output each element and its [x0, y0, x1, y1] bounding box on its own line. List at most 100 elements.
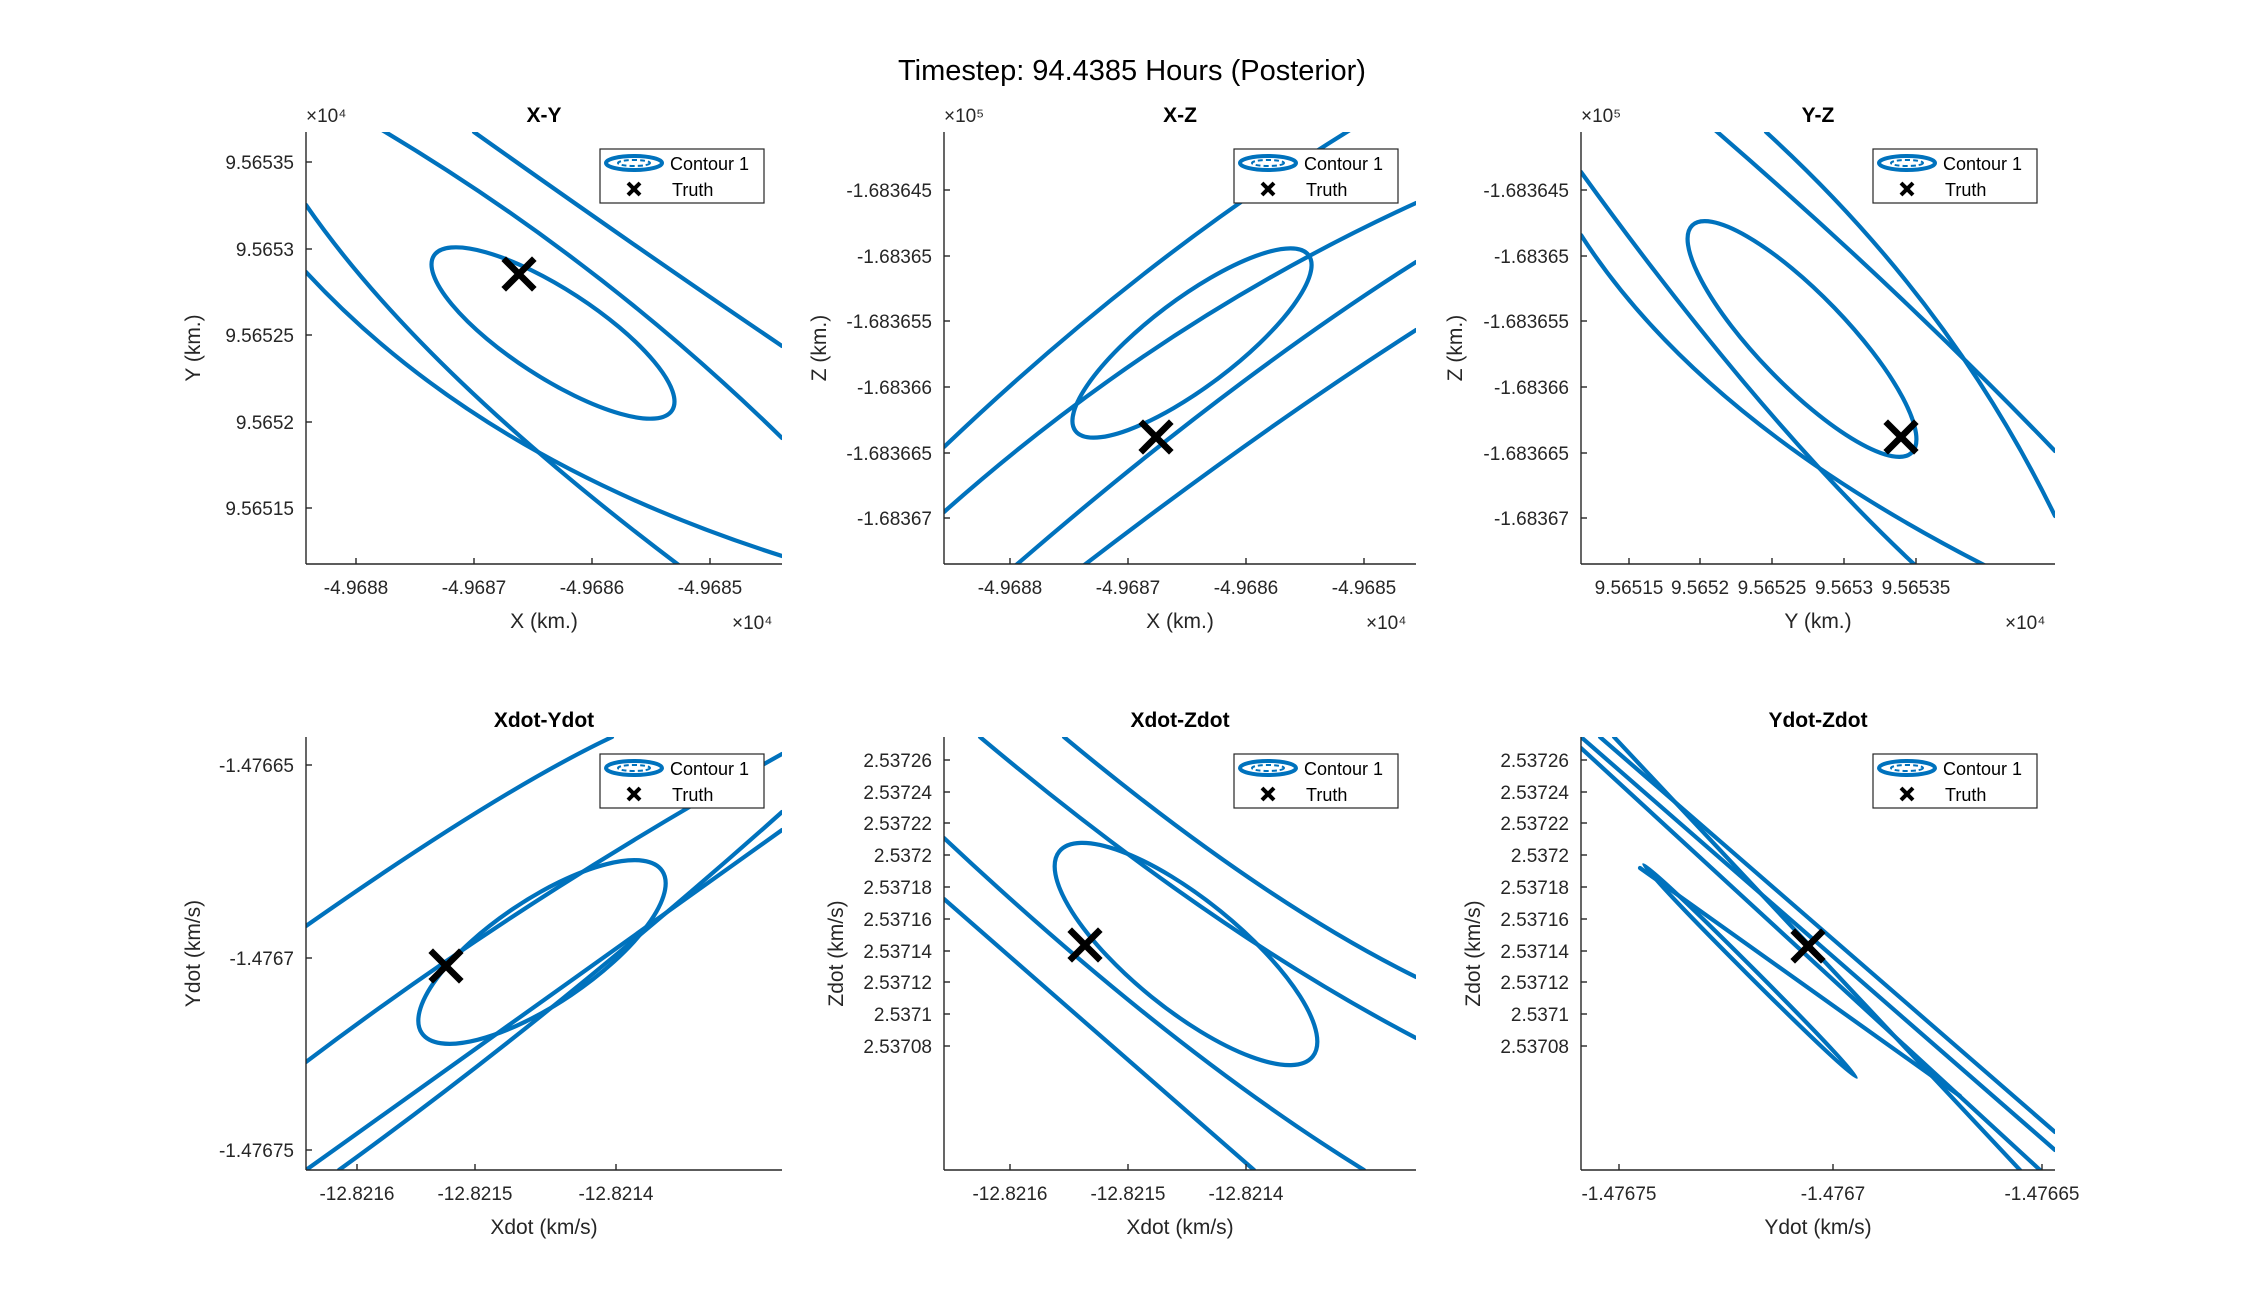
contour-line-1 — [1581, 737, 2055, 1153]
contour-line-1 — [381, 132, 782, 441]
y-tick-label: -1.68366 — [857, 378, 932, 399]
y-tick-label: 2.53708 — [1500, 1037, 1569, 1058]
contour-group — [944, 737, 1416, 1170]
subplot-2: -4.9688 -4.9687 -4.9686 -4.9685 -1.683645 -1.… — [808, 104, 1416, 634]
x-tick-label: 9.5653 — [1815, 578, 1873, 599]
x-axis-label: Y (km.) — [1784, 610, 1851, 633]
y-tick-label: 9.5652 — [236, 413, 294, 434]
y-tick-label: 2.53718 — [1500, 878, 1569, 899]
y-tick-label: -1.683645 — [846, 181, 932, 202]
contour-line-3 — [977, 737, 1416, 1041]
contour-line-4 — [1763, 132, 2055, 519]
legend: Contour 1 Truth — [1872, 753, 2038, 809]
y-tick-label: 2.53724 — [863, 783, 932, 804]
contour-ellipse — [1685, 219, 1919, 459]
x-tick-label: -12.8216 — [319, 1184, 394, 1205]
subplot-title: X-Y — [526, 104, 561, 127]
y-tick-label: 9.56515 — [225, 499, 294, 520]
x-tick-label: 9.56535 — [1882, 578, 1951, 599]
contour-ellipse — [1052, 840, 1320, 1068]
y-tick-label: -1.68367 — [857, 509, 932, 530]
legend-label-truth: Truth — [1306, 180, 1347, 200]
y-tick-label: 2.53708 — [863, 1037, 932, 1058]
y-axis-label: Ydot (km/s) — [182, 900, 205, 1007]
legend-label-contour: Contour 1 — [1943, 154, 2022, 174]
x-axis-label: Ydot (km/s) — [1764, 1216, 1871, 1239]
x-tick-label: -4.9686 — [1214, 578, 1278, 599]
y-tick-label: 2.53716 — [1500, 910, 1569, 931]
x-tick-label: -12.8214 — [1208, 1184, 1283, 1205]
y-tick-label: 2.53726 — [863, 751, 932, 772]
figure-title: Timestep: 94.4385 Hours (Posterior) — [898, 55, 1366, 87]
contour-line-2 — [944, 200, 1416, 515]
legend-label-truth: Truth — [672, 785, 713, 805]
x-tick-label: 9.5652 — [1671, 578, 1729, 599]
x-tick-label: -4.9685 — [678, 578, 742, 599]
y-tick-label: -1.47665 — [219, 756, 294, 777]
truth-marker — [1790, 928, 1826, 964]
truth-marker — [1883, 419, 1919, 455]
legend-label-contour: Contour 1 — [1304, 154, 1383, 174]
contour-line-2 — [1581, 745, 2043, 1170]
y-tick-label: 2.5372 — [874, 846, 932, 867]
legend: Contour 1 Truth — [1872, 148, 2038, 204]
contour-line-1 — [1581, 169, 1917, 564]
legend-contour-icon — [1877, 154, 1937, 172]
y-tick-label: 2.5371 — [1511, 1005, 1569, 1026]
y-axis-label: Zdot (km/s) — [825, 900, 848, 1006]
legend-contour-icon — [604, 154, 664, 172]
x-tick-label: -4.9687 — [442, 578, 506, 599]
truth-marker — [428, 948, 464, 984]
x-tick-label: -12.8215 — [1090, 1184, 1165, 1205]
contour-line-1 — [944, 835, 1367, 1170]
legend-label-contour: Contour 1 — [1943, 759, 2022, 779]
subplot-title: X-Z — [1163, 104, 1197, 127]
legend-label-contour: Contour 1 — [670, 759, 749, 779]
x-axis-label: X (km.) — [1146, 610, 1214, 633]
y-tick-label: -1.68365 — [857, 247, 932, 268]
y-tick-label: -1.47675 — [219, 1141, 294, 1162]
contour-line-1 — [306, 737, 615, 929]
x-tick-label: -4.9687 — [1096, 578, 1160, 599]
subplot-4: -12.8216 -12.8215 -12.8214 -1.47665 -1.4767 -… — [182, 709, 782, 1239]
legend-contour-icon — [1238, 759, 1298, 777]
y-multiplier: ×10⁴ — [306, 106, 346, 127]
truth-marker — [1138, 419, 1174, 455]
x-tick-label: -1.47665 — [2004, 1184, 2079, 1205]
y-tick-label: -1.683665 — [1483, 444, 1569, 465]
y-tick-label: 9.5653 — [236, 240, 294, 261]
y-axis-label: Z (km.) — [808, 315, 831, 381]
x-tick-label: -4.9686 — [560, 578, 624, 599]
y-tick-label: 2.53724 — [1500, 783, 1569, 804]
y-tick-label: -1.4767 — [230, 949, 294, 970]
y-tick-label: 9.56525 — [225, 326, 294, 347]
contour-ellipse — [429, 245, 677, 421]
y-tick-label: 2.53712 — [863, 973, 932, 994]
contour-line-2 — [1581, 232, 1987, 564]
legend: Contour 1 Truth — [1233, 148, 1399, 204]
contour-line-4 — [306, 827, 782, 1170]
subplot-5: -12.8216 -12.8215 -12.8214 2.53726 2.53724 2.… — [825, 709, 1416, 1239]
contour-line-4 — [1082, 327, 1416, 564]
x-tick-label: 9.56515 — [1595, 578, 1664, 599]
x-axis-label: Xdot (km/s) — [490, 1216, 597, 1239]
y-tick-label: 2.53718 — [863, 878, 932, 899]
y-tick-label: -1.68366 — [1494, 378, 1569, 399]
y-axis-label: Z (km.) — [1444, 315, 1467, 381]
y-axis-label: Y (km.) — [182, 314, 205, 381]
contour-ellipse — [1070, 246, 1314, 440]
subplot-title: Ydot-Zdot — [1768, 709, 1867, 732]
x-tick-label: -12.8214 — [578, 1184, 653, 1205]
subplot-6: -1.47675 -1.4767 -1.47665 2.53726 2.53724 2.5… — [1462, 709, 2080, 1239]
contour-ellipse — [1641, 862, 1859, 1080]
y-tick-label: 2.53726 — [1500, 751, 1569, 772]
subplot-title: Y-Z — [1802, 104, 1835, 127]
legend-label-truth: Truth — [1945, 180, 1986, 200]
x-tick-label: -1.47675 — [1581, 1184, 1656, 1205]
subplot-1: -4.9688 -4.9687 -4.9686 -4.9685 9.56535 9.565… — [182, 104, 782, 634]
y-tick-label: -1.683655 — [1483, 312, 1569, 333]
legend: Contour 1 Truth — [599, 148, 765, 204]
contour-group — [1581, 737, 2055, 1170]
y-multiplier: ×10⁵ — [1581, 106, 1621, 127]
